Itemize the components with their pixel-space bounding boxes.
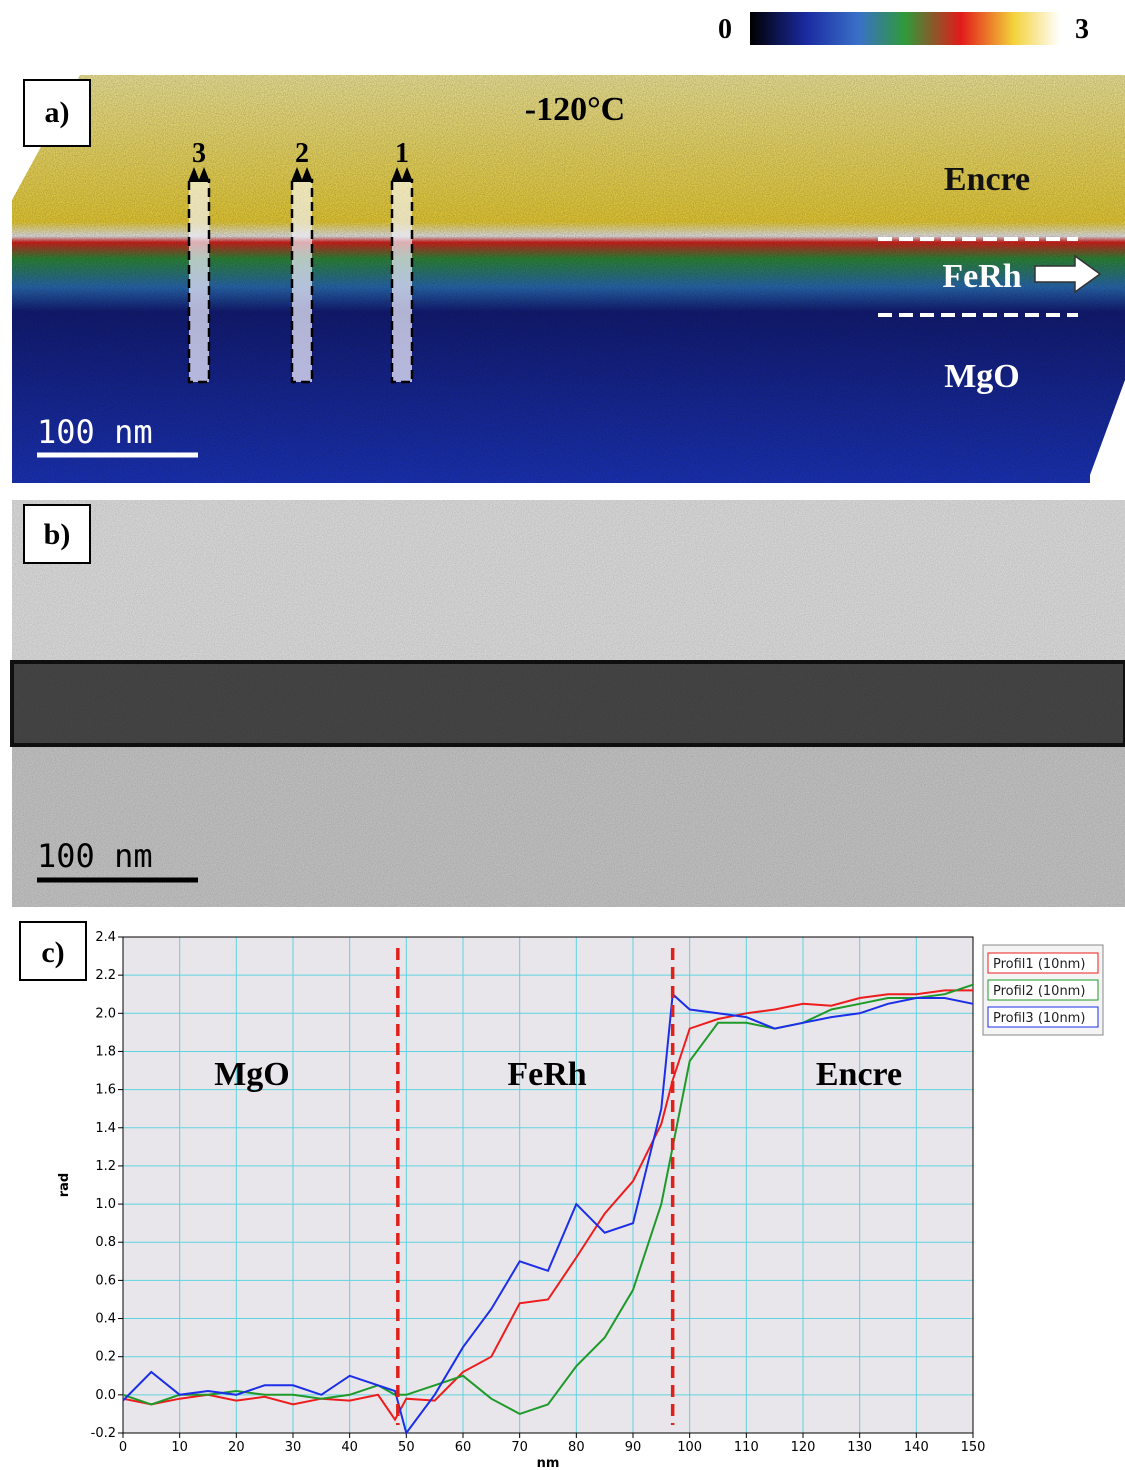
region-label: MgO <box>214 1056 290 1093</box>
colorbar-min: 0 <box>718 14 732 45</box>
y-tick-label: 1.8 <box>95 1044 116 1059</box>
y-tick-label: 0.0 <box>95 1388 116 1403</box>
x-tick-label: 50 <box>398 1440 415 1455</box>
scalebar-label: 100 nm <box>37 837 153 875</box>
profile-arrowhead <box>198 167 210 182</box>
profile-rect <box>390 178 414 384</box>
y-tick-label: 1.2 <box>95 1159 116 1174</box>
x-tick-label: 40 <box>341 1440 358 1455</box>
y-tick-label: -0.2 <box>91 1426 116 1441</box>
x-tick-label: 30 <box>285 1440 302 1455</box>
label-box <box>19 921 87 981</box>
label-box <box>23 79 91 147</box>
y-axis-label: rad <box>57 1173 72 1198</box>
colorbar <box>750 12 1060 45</box>
x-tick-label: 130 <box>847 1440 872 1455</box>
y-tick-label: 1.0 <box>95 1197 116 1212</box>
profile-arrowhead <box>188 167 200 182</box>
x-tick-label: 120 <box>791 1440 816 1455</box>
profile-label: 3 <box>192 138 206 169</box>
layer-label: Encre <box>944 161 1030 198</box>
profile-arrowhead <box>391 167 403 182</box>
profile-label: 2 <box>295 138 309 169</box>
y-tick-label: 1.4 <box>95 1121 116 1136</box>
series-line <box>122 989 973 1422</box>
profile-arrowhead <box>291 167 303 182</box>
y-tick-label: 0.2 <box>95 1350 116 1365</box>
profile-arrowhead <box>401 167 413 182</box>
layer-label: MgO <box>944 358 1020 395</box>
legend-entry-box <box>987 979 1099 1001</box>
profile-rect <box>187 178 211 384</box>
tem-noise <box>12 500 1125 907</box>
corner <box>1090 380 1125 483</box>
label-box <box>23 504 91 564</box>
panel-c: -0.2 0.0 0.2 0.4 0.6 0.8 1.0 1.2 1.4 1.6 1.8 2.0 2.2… <box>19 921 1104 1470</box>
y-tick-label: 0.4 <box>95 1312 116 1327</box>
x-tick-label: 60 <box>455 1440 472 1455</box>
series-line <box>122 992 974 1436</box>
plot-border <box>122 936 974 1434</box>
legend-entry-box <box>987 1006 1099 1028</box>
y-tick-label: 2.4 <box>95 930 116 945</box>
colorbar-max: 3 <box>1075 14 1089 45</box>
legend-label: Profil1 (10nm) <box>993 957 1085 972</box>
profile-rect <box>290 178 314 384</box>
legend-label: Profil3 (10nm) <box>993 1011 1085 1026</box>
region-label: Encre <box>816 1056 902 1093</box>
panel-label: c) <box>41 936 64 969</box>
x-tick-label: 90 <box>625 1440 642 1455</box>
y-tick-label: 0.6 <box>95 1273 116 1288</box>
x-tick-label: 110 <box>734 1440 759 1455</box>
x-tick-label: 70 <box>511 1440 528 1455</box>
x-tick-label: 100 <box>677 1440 702 1455</box>
region-label: FeRh <box>507 1056 586 1093</box>
y-tick-label: 2.2 <box>95 968 116 983</box>
arrow <box>1034 254 1102 294</box>
x-tick-label: 20 <box>228 1440 245 1455</box>
plot-area <box>123 937 973 1433</box>
y-tick-label: 1.6 <box>95 1083 116 1098</box>
temperature: -120°C <box>525 91 625 128</box>
profile-label: 1 <box>395 138 409 169</box>
legend-label: Profil2 (10nm) <box>993 984 1085 999</box>
series-line <box>122 983 974 1415</box>
profile-arrowhead <box>301 167 313 182</box>
layer-label: FeRh <box>942 258 1021 295</box>
panel-a: a) -120°C Encre FeRh MgO 3 2 1 100 nm <box>12 75 1125 483</box>
scalebar-label: 100 nm <box>37 413 153 451</box>
x-tick-label: 150 <box>961 1440 986 1455</box>
y-tick-label: 0.8 <box>95 1235 116 1250</box>
panel-b: b) 100 nm <box>10 500 1125 907</box>
x-tick-label: 10 <box>171 1440 188 1455</box>
panel-label: a) <box>45 96 70 129</box>
x-tick-label: 0 <box>119 1440 127 1455</box>
x-tick-label: 140 <box>904 1440 929 1455</box>
panel-label: b) <box>44 518 71 551</box>
x-axis-label: nm <box>537 1456 560 1470</box>
x-tick-label: 80 <box>568 1440 585 1455</box>
legend-entry-box <box>987 952 1099 974</box>
y-tick-label: 2.0 <box>95 1006 116 1021</box>
